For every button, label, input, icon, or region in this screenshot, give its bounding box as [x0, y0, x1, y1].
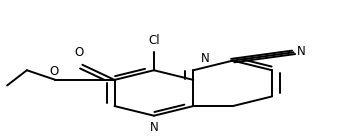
Text: N: N	[150, 121, 158, 134]
Text: O: O	[49, 65, 58, 78]
Text: N: N	[200, 52, 209, 65]
Text: Cl: Cl	[148, 34, 160, 47]
Text: N: N	[297, 45, 306, 58]
Text: O: O	[74, 46, 83, 59]
